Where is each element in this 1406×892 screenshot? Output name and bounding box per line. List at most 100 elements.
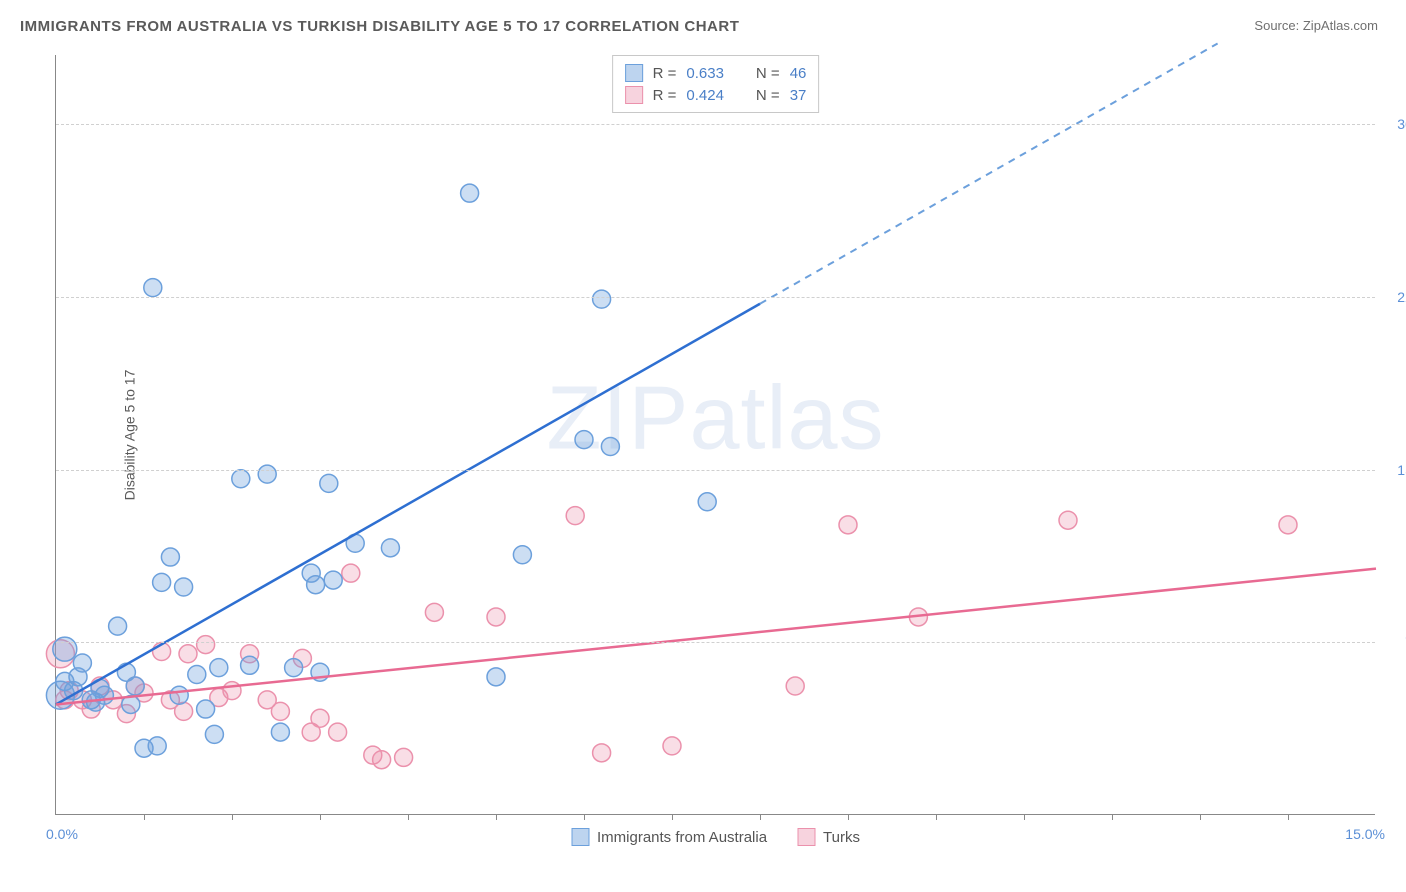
scatter-point bbox=[258, 465, 276, 483]
scatter-point bbox=[210, 659, 228, 677]
scatter-point bbox=[566, 507, 584, 525]
scatter-point bbox=[487, 608, 505, 626]
scatter-point bbox=[285, 659, 303, 677]
scatter-point bbox=[148, 737, 166, 755]
scatter-point bbox=[381, 539, 399, 557]
scatter-point bbox=[663, 737, 681, 755]
scatter-point bbox=[241, 656, 259, 674]
scatter-point bbox=[373, 751, 391, 769]
gridline bbox=[56, 642, 1375, 643]
scatter-point bbox=[320, 474, 338, 492]
r-value-pink: 0.424 bbox=[686, 87, 724, 104]
scatter-point bbox=[786, 677, 804, 695]
scatter-point bbox=[126, 677, 144, 695]
scatter-point bbox=[425, 603, 443, 621]
swatch-pink-icon bbox=[625, 86, 643, 104]
scatter-point bbox=[205, 725, 223, 743]
scatter-point bbox=[197, 700, 215, 718]
scatter-point bbox=[311, 709, 329, 727]
y-tick-label: 30.0% bbox=[1382, 116, 1406, 132]
legend-label-pink: Turks bbox=[823, 829, 860, 846]
scatter-point bbox=[329, 723, 347, 741]
x-tick-max: 15.0% bbox=[1345, 826, 1385, 842]
y-tick-label: 22.5% bbox=[1382, 289, 1406, 305]
regression-line-pink bbox=[56, 569, 1376, 705]
x-tick bbox=[672, 814, 673, 820]
x-tick bbox=[584, 814, 585, 820]
correlation-legend: R = 0.633 N = 46 R = 0.424 N = 37 bbox=[612, 55, 820, 113]
y-tick-label: 7.5% bbox=[1382, 634, 1406, 650]
x-tick bbox=[496, 814, 497, 820]
n-label: N = bbox=[756, 65, 780, 82]
n-value-blue: 46 bbox=[790, 65, 807, 82]
scatter-point bbox=[232, 470, 250, 488]
scatter-point bbox=[271, 723, 289, 741]
swatch-blue-icon bbox=[571, 828, 589, 846]
chart-title: IMMIGRANTS FROM AUSTRALIA VS TURKISH DIS… bbox=[20, 18, 739, 35]
scatter-point bbox=[307, 576, 325, 594]
legend-row-pink: R = 0.424 N = 37 bbox=[625, 84, 807, 106]
scatter-point bbox=[175, 702, 193, 720]
scatter-point bbox=[109, 617, 127, 635]
x-tick bbox=[408, 814, 409, 820]
r-value-blue: 0.633 bbox=[686, 65, 724, 82]
x-tick bbox=[1112, 814, 1113, 820]
x-tick bbox=[1200, 814, 1201, 820]
scatter-point bbox=[1059, 511, 1077, 529]
regression-line-blue-dash bbox=[760, 43, 1218, 303]
plot-area: Disability Age 5 to 17 ZIPatlas R = 0.63… bbox=[55, 55, 1375, 815]
r-label: R = bbox=[653, 87, 677, 104]
x-tick bbox=[232, 814, 233, 820]
scatter-point bbox=[601, 438, 619, 456]
source-name: ZipAtlas.com bbox=[1303, 18, 1378, 33]
source-label: Source: bbox=[1254, 18, 1299, 33]
scatter-point bbox=[223, 682, 241, 700]
scatter-point bbox=[698, 493, 716, 511]
x-tick bbox=[1024, 814, 1025, 820]
scatter-point bbox=[179, 645, 197, 663]
scatter-point bbox=[95, 686, 113, 704]
x-tick bbox=[848, 814, 849, 820]
legend-row-blue: R = 0.633 N = 46 bbox=[625, 62, 807, 84]
scatter-point bbox=[513, 546, 531, 564]
legend-item-pink: Turks bbox=[797, 828, 860, 846]
source-attribution: Source: ZipAtlas.com bbox=[1254, 18, 1378, 33]
scatter-point bbox=[487, 668, 505, 686]
gridline bbox=[56, 470, 1375, 471]
x-tick bbox=[1288, 814, 1289, 820]
scatter-point bbox=[153, 573, 171, 591]
n-label: N = bbox=[756, 87, 780, 104]
series-legend: Immigrants from Australia Turks bbox=[571, 828, 860, 846]
scatter-point bbox=[188, 666, 206, 684]
scatter-point bbox=[175, 578, 193, 596]
scatter-point bbox=[575, 431, 593, 449]
x-tick bbox=[144, 814, 145, 820]
n-value-pink: 37 bbox=[790, 87, 807, 104]
scatter-point bbox=[1279, 516, 1297, 534]
scatter-point bbox=[144, 279, 162, 297]
scatter-point bbox=[395, 748, 413, 766]
scatter-point bbox=[342, 564, 360, 582]
legend-label-blue: Immigrants from Australia bbox=[597, 829, 767, 846]
scatter-point bbox=[161, 548, 179, 566]
swatch-pink-icon bbox=[797, 828, 815, 846]
scatter-point bbox=[73, 654, 91, 672]
x-tick bbox=[936, 814, 937, 820]
scatter-point bbox=[170, 686, 188, 704]
scatter-point bbox=[461, 184, 479, 202]
y-tick-label: 15.0% bbox=[1382, 462, 1406, 478]
gridline bbox=[56, 124, 1375, 125]
x-tick bbox=[320, 814, 321, 820]
x-tick bbox=[760, 814, 761, 820]
scatter-point bbox=[324, 571, 342, 589]
x-tick-min: 0.0% bbox=[46, 826, 78, 842]
gridline bbox=[56, 297, 1375, 298]
scatter-point bbox=[593, 290, 611, 308]
r-label: R = bbox=[653, 65, 677, 82]
scatter-svg bbox=[56, 55, 1375, 814]
scatter-point bbox=[593, 744, 611, 762]
regression-line-blue bbox=[56, 304, 760, 705]
legend-item-blue: Immigrants from Australia bbox=[571, 828, 767, 846]
scatter-point bbox=[271, 702, 289, 720]
scatter-point bbox=[53, 637, 77, 661]
